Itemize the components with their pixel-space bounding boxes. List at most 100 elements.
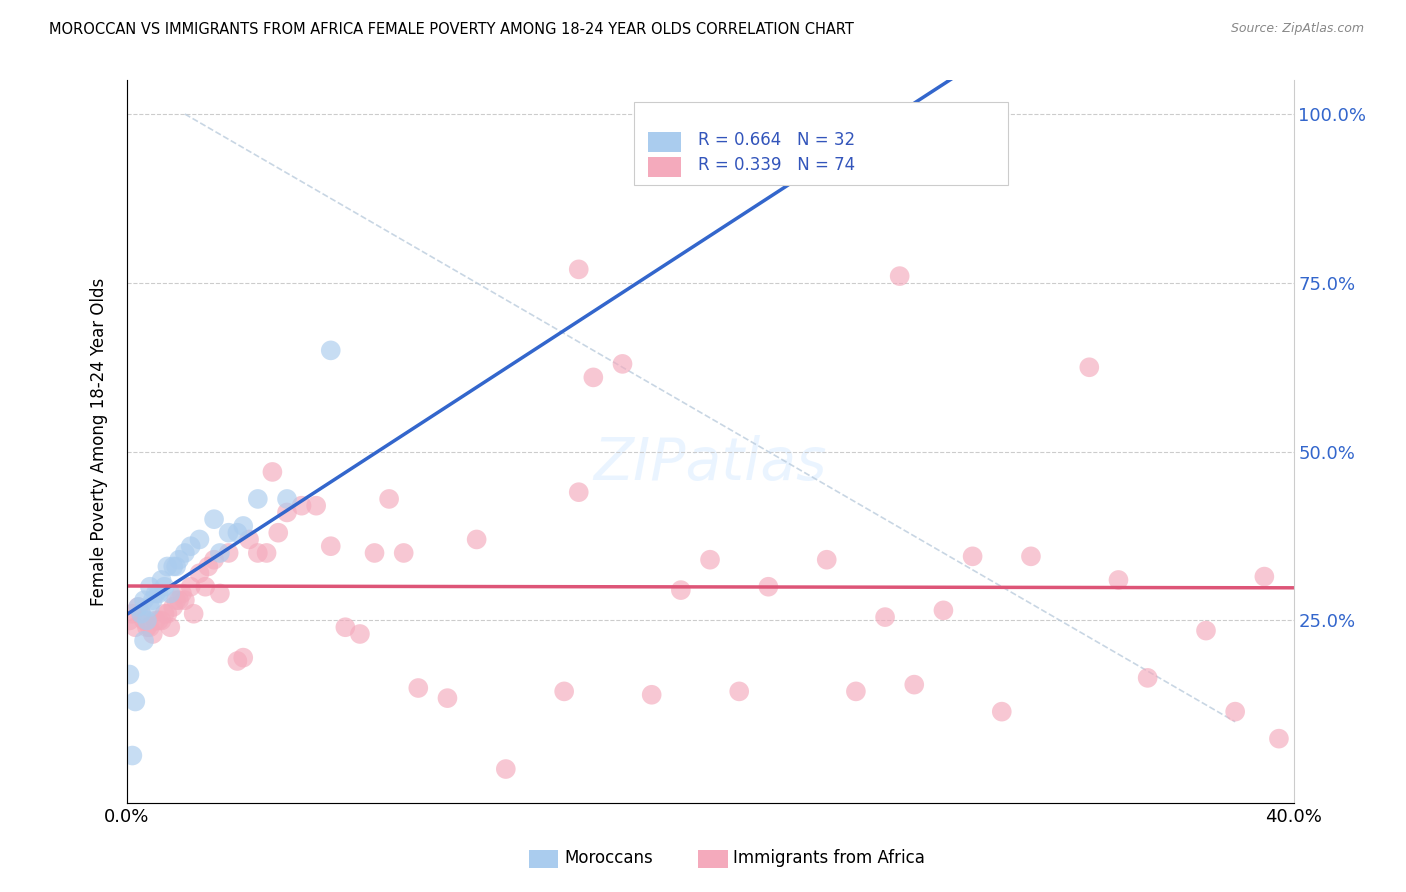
Point	[465, 533, 488, 547]
Point	[218, 546, 240, 560]
Point	[165, 559, 187, 574]
Point	[124, 620, 146, 634]
Point	[1108, 573, 1130, 587]
Point	[932, 603, 955, 617]
Point	[815, 552, 838, 566]
Point	[875, 610, 897, 624]
Point	[153, 580, 176, 594]
Point	[319, 539, 342, 553]
Point	[136, 614, 159, 628]
Point	[174, 546, 197, 560]
Point	[1136, 671, 1159, 685]
Point	[495, 762, 517, 776]
Bar	[529, 850, 558, 868]
Point	[276, 505, 298, 519]
Point	[129, 607, 152, 621]
Point	[226, 525, 249, 540]
Point	[148, 614, 170, 628]
Point	[162, 559, 184, 574]
Text: ZIPatlas: ZIPatlas	[593, 434, 827, 491]
Point	[889, 269, 911, 284]
Point	[145, 614, 167, 628]
Point	[167, 593, 190, 607]
Point	[276, 491, 298, 506]
Point	[256, 546, 278, 560]
Point	[756, 580, 779, 594]
Bar	[648, 157, 681, 178]
FancyBboxPatch shape	[634, 102, 1008, 185]
Point	[142, 593, 165, 607]
Point	[127, 599, 149, 614]
Point	[124, 694, 146, 708]
Point	[153, 607, 176, 621]
Bar	[648, 132, 681, 152]
Point	[232, 650, 254, 665]
Point	[363, 546, 385, 560]
Point	[139, 580, 162, 594]
Point	[1223, 705, 1246, 719]
Point	[136, 620, 159, 634]
Point	[553, 684, 575, 698]
Point	[142, 627, 165, 641]
Point	[903, 678, 925, 692]
Point	[1268, 731, 1291, 746]
Point	[188, 566, 211, 581]
Point	[669, 583, 692, 598]
Point	[121, 607, 143, 621]
Point	[378, 491, 401, 506]
Text: Source: ZipAtlas.com: Source: ZipAtlas.com	[1230, 22, 1364, 36]
Point	[132, 614, 155, 628]
Point	[156, 559, 179, 574]
Point	[319, 343, 342, 358]
Point	[392, 546, 415, 560]
Text: Moroccans: Moroccans	[564, 849, 652, 867]
Point	[197, 559, 219, 574]
Point	[202, 552, 225, 566]
Point	[139, 599, 162, 614]
Point	[290, 499, 312, 513]
Point	[1253, 569, 1275, 583]
Point	[990, 705, 1012, 719]
Point	[408, 681, 430, 695]
Point	[202, 512, 225, 526]
Point	[174, 593, 197, 607]
Point	[156, 607, 179, 621]
Point	[150, 573, 173, 587]
Text: R = 0.664   N = 32: R = 0.664 N = 32	[699, 130, 855, 149]
Point	[246, 491, 269, 506]
Point	[246, 546, 269, 560]
Point	[932, 134, 955, 148]
Text: MOROCCAN VS IMMIGRANTS FROM AFRICA FEMALE POVERTY AMONG 18-24 YEAR OLDS CORRELAT: MOROCCAN VS IMMIGRANTS FROM AFRICA FEMAL…	[49, 22, 853, 37]
Point	[139, 620, 162, 634]
Point	[208, 586, 231, 600]
Point	[1195, 624, 1218, 638]
Point	[335, 620, 357, 634]
Point	[129, 607, 152, 621]
Point	[568, 262, 591, 277]
Point	[845, 684, 868, 698]
Y-axis label: Female Poverty Among 18-24 Year Olds: Female Poverty Among 18-24 Year Olds	[90, 277, 108, 606]
Point	[962, 549, 984, 564]
Point	[132, 633, 155, 648]
Point	[582, 370, 605, 384]
Point	[127, 599, 149, 614]
Point	[349, 627, 371, 641]
Point	[165, 593, 187, 607]
Point	[180, 539, 202, 553]
Point	[1078, 360, 1101, 375]
Point	[226, 654, 249, 668]
Bar	[699, 850, 727, 868]
Point	[612, 357, 634, 371]
Point	[188, 533, 211, 547]
Text: Immigrants from Africa: Immigrants from Africa	[734, 849, 925, 867]
Point	[238, 533, 260, 547]
Point	[159, 620, 181, 634]
Point	[118, 667, 141, 681]
Point	[170, 586, 193, 600]
Point	[305, 499, 328, 513]
Point	[145, 586, 167, 600]
Point	[1019, 549, 1042, 564]
Point	[183, 607, 205, 621]
Point	[568, 485, 591, 500]
Point	[148, 586, 170, 600]
